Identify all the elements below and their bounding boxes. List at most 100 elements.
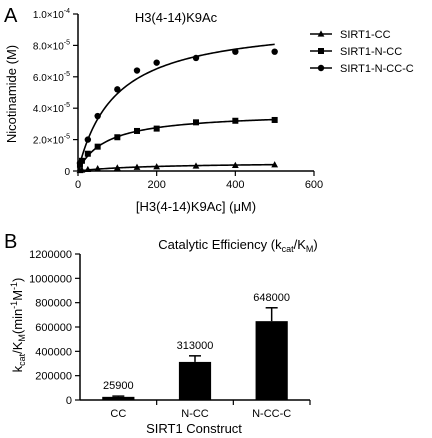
panel-a-point: [231, 161, 239, 168]
panel-a-y-tick-exponent: -5: [64, 39, 70, 46]
panel-a-point: [134, 127, 140, 134]
panel-b-title: Catalytic Efficiency (kcat/KM): [158, 237, 317, 254]
panel-b-ylabel-e1: -1: [9, 301, 19, 309]
panel-b-y-tick-label: 600000: [35, 322, 72, 334]
panel-b-bar: [178, 361, 212, 400]
panel-a-point: [153, 59, 160, 66]
panel-b-data-label: 648000: [253, 292, 290, 304]
panel-a-x-tick-label: 0: [75, 179, 81, 191]
panel-a-y-axis-label: Nicotinamide (M): [4, 45, 19, 143]
panel-b-y-tick-label: 200000: [35, 371, 72, 383]
panel-a-point: [94, 165, 102, 172]
panel-b-title-end: ): [313, 237, 317, 252]
panel-b-ylabel-mid: M: [10, 290, 25, 301]
panel-b-ylabel-m: M: [17, 334, 27, 342]
panel-a-point: [84, 136, 92, 143]
panel-a-legend-marker: [318, 48, 324, 54]
panel-a-y-tick-mantissa: 8.0×10: [33, 41, 64, 52]
panel-b-y-axis-label: kcat/KM(min-1M-1): [9, 278, 27, 373]
panel-a-fit-line: [77, 163, 275, 172]
panel-a-y-tick-mantissa: 6.0×10: [33, 73, 64, 84]
panel-b-x-tick-label: CC: [110, 408, 126, 420]
panel-b-bar: [255, 321, 288, 400]
panel-a-plot-area: [76, 43, 279, 174]
panel-b-data-label: 313000: [177, 340, 214, 352]
panel-a-legend: SIRT1-CC SIRT1-N-CC SIRT1-N-CC-C: [310, 29, 414, 75]
panel-a-point: [78, 166, 86, 173]
panel-a-point: [114, 86, 121, 93]
panel-a-y-tick-label: 1.0×10-4: [33, 8, 70, 21]
panel-a-point: [271, 161, 279, 168]
panel-a-y-tick-exponent: -4: [64, 8, 70, 15]
panel-b-ylabel-close: ): [10, 278, 25, 282]
panel-a-y-tick-exponent: -5: [64, 71, 70, 78]
panel-a-x-tick-label: 200: [147, 179, 165, 191]
panel-a-fit-line: [77, 43, 275, 172]
panel-a-y-tick-label: 6.0×10-5: [33, 71, 70, 84]
panel-a-point: [232, 117, 239, 124]
panel-a-point: [94, 143, 101, 150]
panel-b-y-tick-label: 0: [66, 395, 72, 407]
panel-b-title-sub2: M: [306, 244, 314, 254]
panel-a-y-tick-mantissa: 0: [64, 167, 70, 178]
panel-a-x-tick-label: 400: [226, 179, 244, 191]
panel-b-x-tick-label: N-CC-C: [252, 408, 291, 420]
panel-a-y-tick-label: 2.0×10-5: [33, 134, 70, 147]
panel-a-y-tick-exponent: -5: [64, 134, 70, 141]
panel-a-y-tick-mantissa: 1.0×10: [33, 10, 64, 21]
panel-a-y-tick-label: 8.0×10-5: [33, 39, 70, 52]
panel-b-ticks: 0 200000 400000 600000 800000 1000000 1200000 C…: [29, 249, 311, 420]
panel-a-point: [84, 150, 91, 157]
panel-a-point: [84, 165, 92, 173]
panel-b: B Catalytic Efficiency (kcat/KM) kcat/KM…: [4, 231, 318, 436]
panel-a-fit-line: [77, 118, 275, 172]
panel-a-y-tick-mantissa: 4.0×10: [33, 104, 64, 115]
panel-b-y-tick-label: 1000000: [29, 273, 72, 285]
panel-a-y-tick-label: 0: [64, 167, 70, 178]
panel-a-legend-label: SIRT1-N-CC: [340, 46, 402, 58]
panel-a-legend-label: SIRT1-CC: [340, 29, 391, 41]
panel-a-label: A: [4, 5, 18, 27]
panel-b-title-sub1: cat: [282, 244, 295, 254]
panel-b-x-axis-label: SIRT1 Construct: [146, 421, 242, 436]
panel-a-point: [133, 67, 141, 74]
panel-a-legend-label: SIRT1-N-CC-C: [340, 63, 414, 75]
panel-a-point: [114, 134, 121, 141]
panel-a-point: [113, 164, 121, 171]
panel-a-legend-marker: [317, 30, 325, 37]
panel-a-point: [133, 163, 141, 170]
panel-b-ylabel-e2: -1: [9, 282, 19, 290]
panel-a-point: [192, 162, 200, 169]
panel-b-ylabel-units: (min: [10, 309, 25, 334]
panel-b-title-mid: /K: [294, 237, 307, 252]
panel-a-y-tick-exponent: -5: [64, 102, 70, 109]
panel-a-point: [192, 54, 200, 62]
panel-a-x-tick-label: 600: [305, 179, 323, 191]
panel-a: A H3(4-14)K9Ac Nicotinamide (M) [H3(4-14…: [4, 5, 414, 214]
panel-a-point: [76, 159, 84, 167]
panel-a-legend-marker: [317, 64, 325, 72]
panel-b-label: B: [4, 231, 17, 253]
panel-a-point: [193, 119, 199, 126]
panel-b-data-label: 25900: [103, 380, 134, 392]
panel-a-point: [94, 112, 101, 120]
panel-a-y-tick-mantissa: 2.0×10: [33, 136, 64, 147]
panel-a-point: [271, 116, 278, 123]
panel-a-x-axis-label: [H3(4-14)K9Ac] (μM): [136, 199, 256, 214]
panel-a-point: [271, 48, 278, 55]
panel-a-y-tick-label: 4.0×10-5: [33, 102, 70, 115]
panel-b-y-tick-label: 400000: [35, 346, 72, 358]
panel-b-title-main: Catalytic Efficiency (k: [158, 237, 282, 252]
panel-b-ylabel-cat: cat: [17, 353, 27, 366]
panel-b-ylabel-k: k: [10, 365, 25, 372]
panel-a-point: [153, 125, 160, 132]
panel-b-ylabel-slashk: /K: [10, 341, 25, 354]
panel-b-x-tick-label: N-CC: [181, 408, 209, 420]
panel-a-point: [153, 163, 161, 170]
panel-a-title: H3(4-14)K9Ac: [135, 10, 218, 25]
panel-b-bar: [102, 396, 135, 400]
panel-a-point: [232, 48, 239, 55]
panel-a-ticks: 0 200 400 60002.0×10-54.0×10-56.0×10-58.0×1…: [33, 8, 323, 191]
panel-b-y-tick-label: 1200000: [29, 249, 72, 261]
